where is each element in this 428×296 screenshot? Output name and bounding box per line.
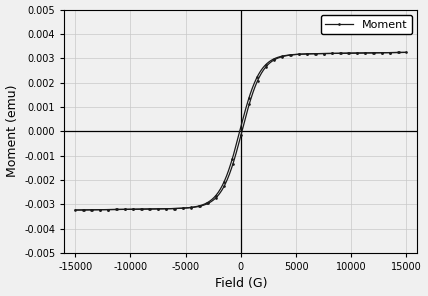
- X-axis label: Field (G): Field (G): [214, 277, 267, 290]
- Moment: [404, 51, 409, 54]
- Moment: [193, 205, 198, 208]
- Moment: [119, 208, 124, 211]
- Moment: [211, 196, 217, 199]
- Y-axis label: Moment (emu): Moment (emu): [6, 85, 18, 178]
- Moment: [73, 208, 78, 212]
- Line: Moment: Moment: [74, 51, 407, 211]
- Legend: Moment: Moment: [321, 15, 412, 34]
- Moment: [203, 202, 208, 205]
- Moment: [153, 207, 158, 211]
- Moment: [383, 51, 389, 54]
